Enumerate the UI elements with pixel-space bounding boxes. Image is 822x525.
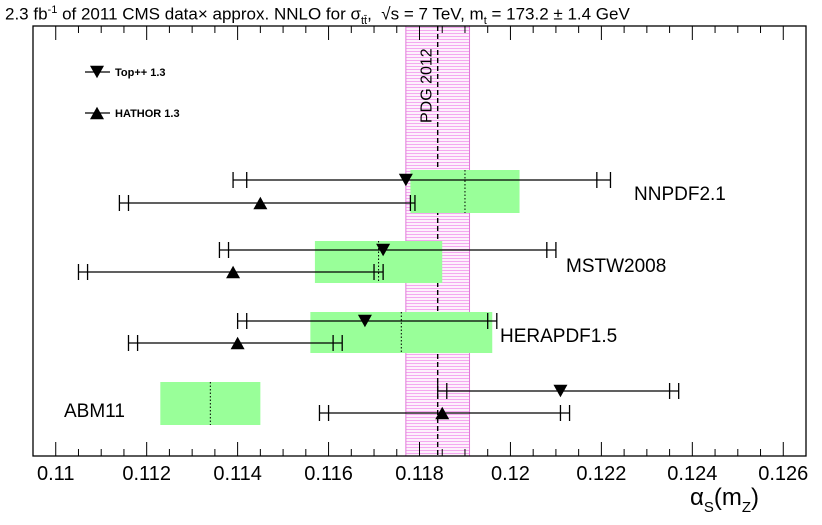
legend-label-1: HATHOR 1.3: [115, 108, 180, 120]
herapdf1-5-hathor-marker: [230, 336, 245, 350]
x-tick-label: 0.122: [576, 463, 626, 485]
title-approx: approx. NNLO for σ: [212, 4, 361, 24]
x-tick-label: 0.124: [667, 463, 717, 485]
x-tick-label: 0.118: [395, 463, 444, 485]
nnpdf2-1-toppp-marker: [398, 173, 413, 187]
abm11-toppp-marker: [553, 384, 568, 398]
legend-marker-1: [90, 106, 104, 120]
mstw2008-toppp-marker: [376, 243, 391, 257]
x-axis-label-part-0: α: [690, 484, 704, 511]
title-comma: ,: [367, 4, 372, 24]
x-tick-label: 0.11: [37, 463, 74, 485]
abm11-hathor-marker: [435, 406, 450, 420]
legend-label-0: Top++ 1.3: [115, 67, 166, 79]
title-times: ×: [197, 4, 208, 24]
x-axis-label-part-3: Z: [742, 499, 751, 516]
herapdf1-5-label: HERAPDF1.5: [500, 326, 617, 347]
nnpdf2-1-hathor-marker: [253, 196, 268, 210]
title-data: of 2011 CMS data: [62, 4, 198, 24]
mstw2008-hathor-marker: [226, 265, 241, 279]
x-tick-label: 0.12: [491, 463, 530, 485]
pdg-label: PDG 2012: [419, 48, 436, 123]
title-t-subscript: t: [483, 15, 487, 28]
x-tick-label: 0.112: [122, 463, 171, 485]
chart-title: 2.3 fb-1 of 2011 CMS data× approx. NNLO …: [5, 4, 630, 27]
herapdf1-5-pdf-band: [310, 312, 493, 353]
x-tick-label: 0.126: [758, 463, 808, 485]
x-axis-label-part-4: ): [751, 484, 759, 511]
abm11-label: ABM11: [64, 401, 125, 422]
herapdf1-5-toppp-marker: [357, 314, 372, 328]
nnpdf2-1-label: NNPDF2.1: [634, 184, 726, 205]
x-axis-label-part-2: (m: [714, 484, 742, 511]
x-axis-label: αS(mZ): [690, 484, 759, 516]
legend-marker-0: [90, 65, 104, 79]
title-sqrt-s: √s = 7 TeV, m: [381, 4, 484, 24]
title-lumi: 2.3 fb: [5, 4, 48, 24]
mstw2008-label: MSTW2008: [566, 256, 666, 277]
x-tick-label: 0.116: [304, 463, 353, 485]
x-tick-label: 0.114: [213, 463, 262, 485]
title-tt-subscript: tt̄: [360, 15, 368, 28]
x-axis-label-part-1: S: [704, 499, 714, 516]
title-mass: = 173.2 ± 1.4 GeV: [491, 4, 630, 24]
title-lumi-exponent: -1: [47, 4, 58, 16]
